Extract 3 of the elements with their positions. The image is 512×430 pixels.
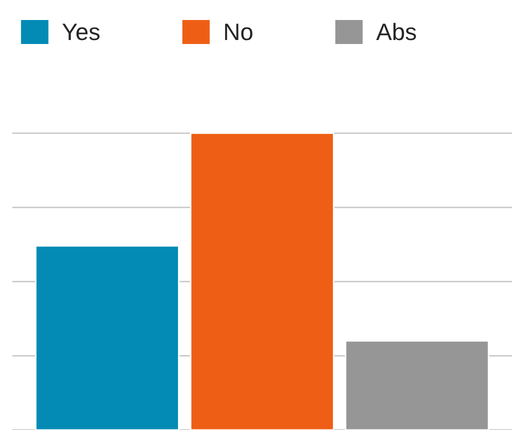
legend-label: No [225,24,252,40]
legend-label: Yes [62,24,100,40]
legend-label: Abs [376,22,416,40]
